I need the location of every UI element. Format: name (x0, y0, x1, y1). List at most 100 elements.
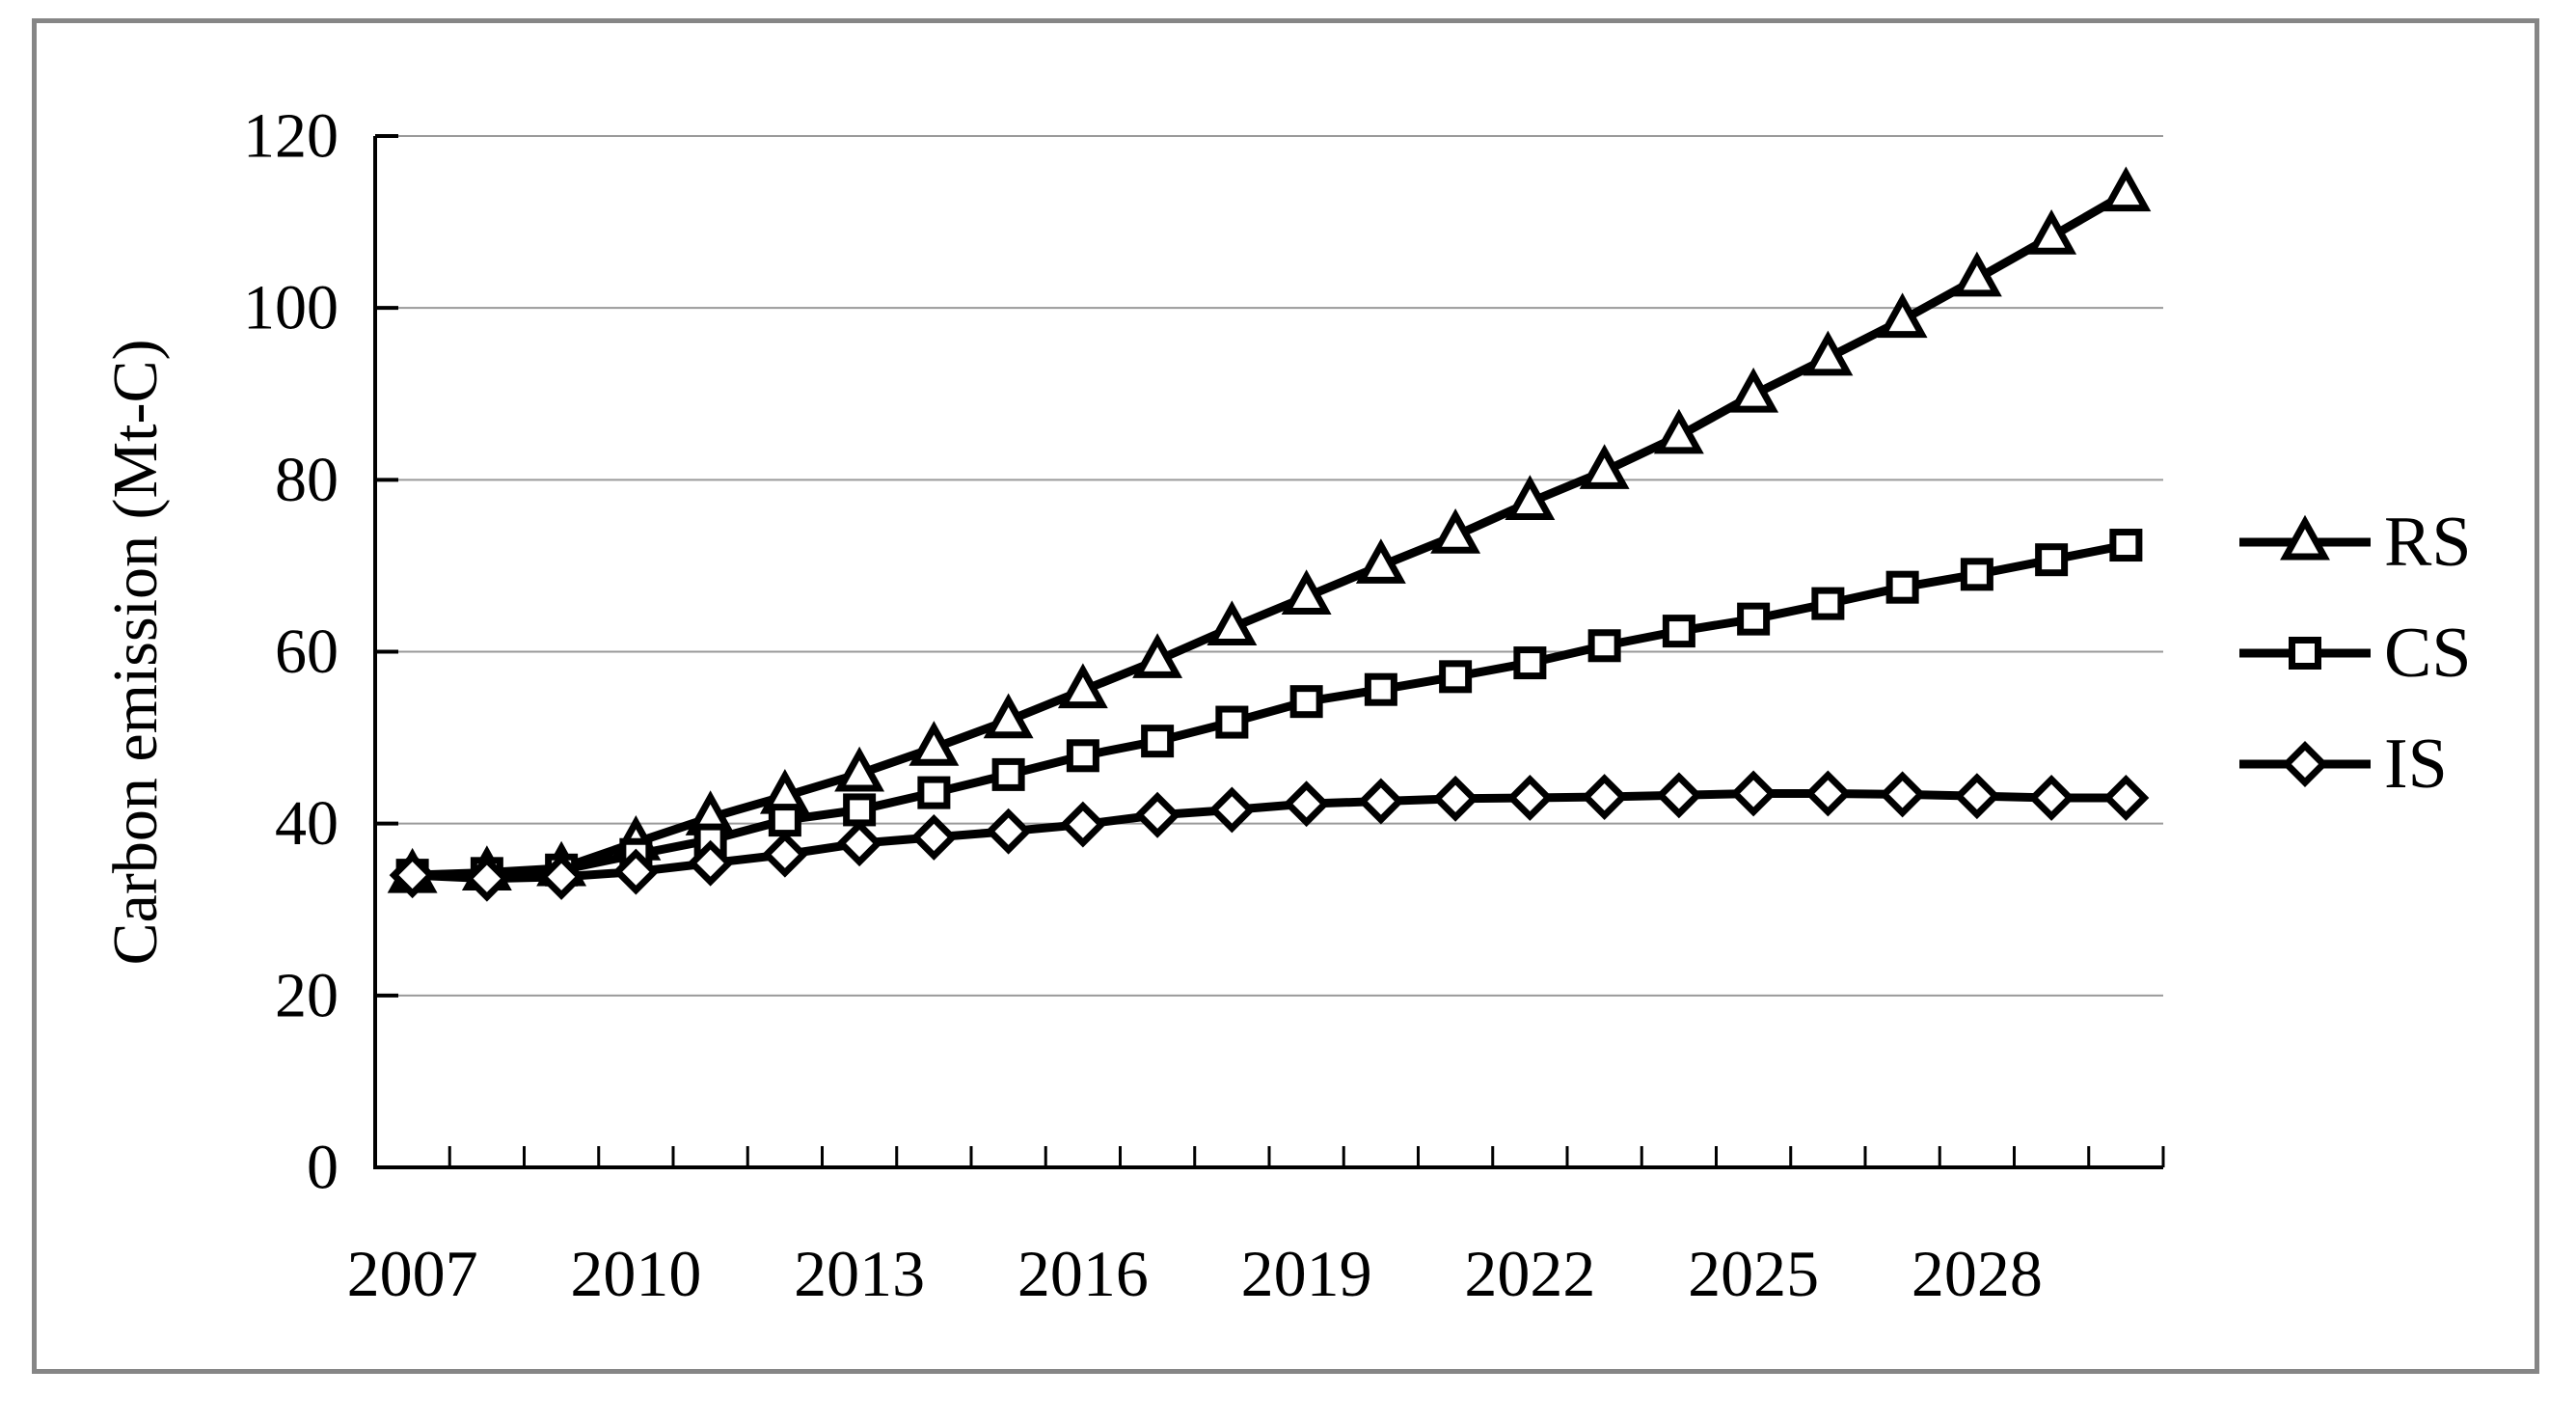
legend-item-IS: IS (2239, 725, 2448, 804)
data-point-IS (1581, 774, 1628, 821)
data-point-RS (1728, 367, 1779, 413)
data-point-IS (1730, 770, 1777, 817)
y-tick-label: 80 (275, 445, 339, 515)
x-tick-label: 2019 (1241, 1237, 1372, 1310)
data-point-CS (1141, 725, 1175, 758)
data-point-RS (2101, 166, 2152, 212)
series-line-CS (412, 540, 2128, 880)
y-tick-label: 60 (275, 616, 339, 687)
data-point-IS (1432, 775, 1479, 822)
x-tick-label: 2025 (1688, 1237, 1819, 1310)
data-point-IS (1134, 791, 1181, 838)
data-point-RS (1579, 444, 1630, 489)
y-tick-label: 100 (243, 273, 339, 343)
data-point-RS (1132, 633, 1183, 678)
y-tick-label: 120 (243, 101, 339, 172)
data-point-RS (1430, 508, 1481, 554)
data-point-CS (1289, 685, 1323, 719)
data-point-IS (2102, 774, 2150, 821)
data-point-RS (1951, 251, 2002, 297)
legend: RS CS IS (2239, 503, 2472, 804)
data-point-IS (687, 839, 734, 887)
data-point-RS (1355, 538, 1406, 584)
data-point-CS (1439, 660, 1473, 694)
data-point-IS (612, 848, 660, 895)
data-point-RS (1653, 408, 1704, 454)
data-point-RS (2026, 209, 2077, 255)
legend-label-RS: RS (2384, 503, 2472, 582)
series-IS (389, 770, 2150, 902)
legend-marker-IS (2282, 741, 2328, 787)
legend-label-IS: IS (2384, 725, 2448, 804)
series-line-IS (412, 788, 2127, 884)
data-point-IS (389, 852, 436, 899)
data-point-RS (1803, 330, 1854, 376)
data-point-IS (1804, 770, 1852, 817)
data-point-CS (991, 757, 1025, 791)
y-tick-label: 40 (275, 788, 339, 859)
data-point-RS (1877, 292, 1928, 339)
series-line-RS (412, 189, 2129, 880)
x-tick-label: 2010 (570, 1237, 701, 1310)
data-point-RS (908, 721, 960, 766)
data-point-CS (1737, 602, 1771, 636)
data-point-RS (834, 746, 885, 792)
legend-item-CS: CS (2239, 614, 2472, 693)
legend-label-CS: CS (2384, 614, 2472, 693)
data-point-IS (1357, 778, 1404, 825)
data-point-RS (1057, 663, 1108, 709)
legend-marker-CS (2289, 637, 2321, 670)
data-point-CS (1811, 587, 1845, 620)
x-tick-label: 2013 (794, 1237, 925, 1310)
y-tick-label: 20 (275, 960, 339, 1030)
data-point-CS (1066, 739, 1099, 773)
data-point-IS (1059, 801, 1106, 848)
axes (373, 134, 2165, 1169)
data-point-IS (761, 831, 808, 878)
data-point-CS (693, 823, 727, 857)
x-tick-label: 2007 (347, 1237, 478, 1310)
data-point-CS (768, 804, 801, 837)
data-point-RS (1505, 475, 1556, 520)
data-point-CS (917, 776, 951, 809)
legend-item-RS: RS (2239, 503, 2472, 582)
series-CS (395, 529, 2143, 892)
data-point-RS (983, 693, 1034, 739)
gridlines (375, 135, 2163, 997)
figure-border (32, 18, 2539, 1374)
data-point-CS (1215, 705, 1249, 739)
x-tick-labels: 2007 2010 2013 2016 2019 2022 2025 2028 (347, 1237, 2043, 1310)
data-point-RS (1207, 600, 1258, 646)
legend-marker-RS (2280, 514, 2330, 561)
y-tick-labels: 0 20 40 60 80 100 120 (243, 101, 339, 1203)
data-point-IS (2028, 774, 2075, 821)
data-point-IS (1953, 773, 2000, 820)
x-tick-label: 2016 (1017, 1237, 1149, 1310)
data-point-IS (836, 820, 883, 867)
data-point-IS (910, 813, 958, 861)
y-tick-label: 0 (307, 1133, 339, 1203)
data-point-IS (1506, 774, 1554, 821)
data-point-CS (843, 793, 877, 827)
data-point-CS (1587, 629, 1621, 663)
data-point-IS (1208, 786, 1256, 834)
y-axis-title: Carbon emission (Mt-C) (100, 340, 171, 966)
data-point-IS (1879, 771, 1926, 818)
data-point-IS (463, 855, 510, 902)
data-point-CS (2035, 543, 2069, 577)
data-point-IS (538, 853, 585, 900)
data-point-CS (2109, 529, 2143, 562)
data-point-IS (1283, 780, 1330, 828)
x-tick-label: 2022 (1464, 1237, 1595, 1310)
data-point-CS (1885, 570, 1919, 604)
data-point-IS (1655, 772, 1702, 819)
data-point-CS (1364, 672, 1397, 706)
data-point-IS (985, 808, 1032, 855)
data-point-RS (1281, 569, 1332, 615)
data-point-CS (1960, 558, 1993, 591)
data-point-CS (1662, 615, 1695, 648)
x-tick-label: 2028 (1912, 1237, 2043, 1310)
data-point-CS (1513, 646, 1547, 680)
